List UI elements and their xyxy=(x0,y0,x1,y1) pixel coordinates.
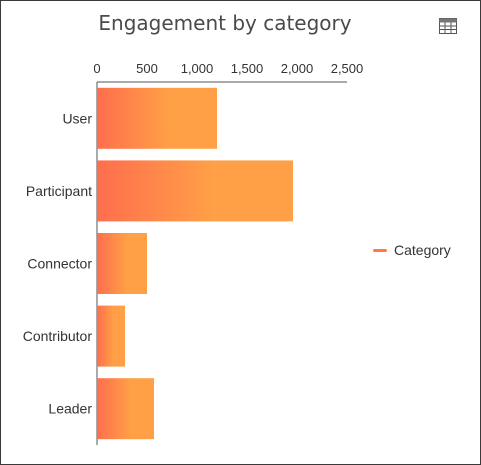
x-tick-label: 2,500 xyxy=(331,61,364,76)
bar[interactable] xyxy=(97,87,217,149)
bar[interactable] xyxy=(97,233,147,294)
y-category-label: Participant xyxy=(26,183,92,199)
bar[interactable] xyxy=(97,378,154,440)
bar[interactable] xyxy=(97,305,125,367)
x-tick-label: 1,000 xyxy=(181,61,214,76)
legend[interactable]: Category xyxy=(373,242,451,258)
y-category-label: Contributor xyxy=(23,328,93,344)
bar[interactable] xyxy=(97,160,293,222)
y-category-label: User xyxy=(62,110,92,126)
legend-swatch xyxy=(373,248,387,252)
x-tick-label: 500 xyxy=(136,61,158,76)
legend-label: Category xyxy=(394,242,451,258)
chart-title: Engagement by category xyxy=(98,11,352,35)
y-category-label: Leader xyxy=(48,401,92,417)
table-icon[interactable] xyxy=(439,18,457,34)
x-tick-label: 0 xyxy=(93,61,100,76)
x-tick-label: 1,500 xyxy=(231,61,264,76)
x-tick-label: 2,000 xyxy=(281,61,314,76)
y-category-label: Connector xyxy=(27,256,92,272)
